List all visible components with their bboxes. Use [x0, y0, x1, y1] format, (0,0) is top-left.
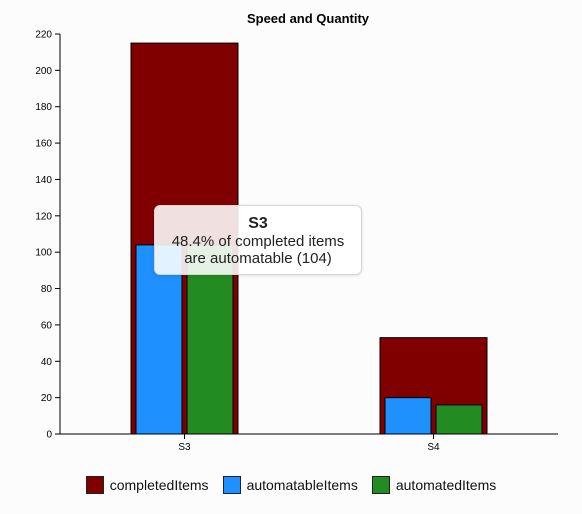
tooltip: S3 48.4% of completed items are automata… — [154, 205, 362, 275]
bar-automateditems-s4 — [435, 404, 483, 435]
legend-swatch-automated — [371, 476, 390, 494]
legend: completedItems automatableItems automate… — [0, 476, 582, 494]
bar-automatableitems-s3 — [135, 244, 183, 435]
y-tick-label: 0 — [46, 430, 52, 441]
x-tick-label: S4 — [427, 442, 440, 453]
chart-title: Speed and Quantity — [247, 11, 370, 26]
legend-item-completed[interactable]: completedItems — [85, 476, 209, 494]
x-tick-label: S3 — [178, 442, 191, 453]
y-tick-label: 180 — [35, 102, 52, 113]
tooltip-line-1: 48.4% of completed items — [171, 233, 345, 250]
legend-swatch-completed — [85, 476, 104, 494]
tooltip-line-2: are automatable (104) — [184, 250, 332, 267]
y-tick-label: 100 — [35, 248, 52, 259]
y-tick-label: 60 — [41, 320, 53, 331]
y-tick-label: 140 — [35, 175, 52, 186]
y-tick-label: 220 — [35, 30, 52, 41]
y-tick-label: 40 — [41, 357, 53, 368]
plot-area: 0 20 40 60 80 100 120 140 160 180 200 220 S3 S4 — [35, 30, 558, 453]
y-tick-label: 200 — [35, 66, 52, 77]
tooltip-title: S3 — [248, 215, 268, 232]
bar-chart: Speed and Quantity 0 20 40 60 80 100 120 140 160… — [35, 11, 558, 453]
y-tick-label: 120 — [35, 211, 52, 222]
legend-item-automated[interactable]: automatedItems — [371, 476, 497, 494]
legend-label-automated: automatedItems — [395, 477, 497, 493]
legend-item-automatable[interactable]: automatableItems — [222, 476, 358, 494]
y-tick-label: 160 — [35, 139, 52, 150]
legend-label-completed: completedItems — [109, 477, 209, 493]
bar-automatableitems-s4 — [384, 397, 432, 435]
y-tick-label: 80 — [41, 284, 53, 295]
y-tick-label: 20 — [41, 393, 53, 404]
legend-label-automatable: automatableItems — [246, 477, 358, 493]
legend-swatch-automatable — [222, 476, 241, 494]
